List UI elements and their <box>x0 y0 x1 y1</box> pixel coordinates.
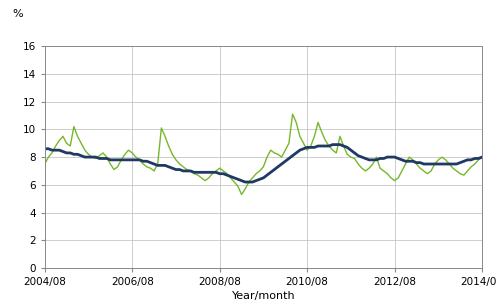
Unemployment rate, trend <box>144 160 150 163</box>
Unemployment rate <box>290 112 296 116</box>
Unemployment rate, trend <box>228 175 234 178</box>
Unemployment rate, trend <box>344 146 350 149</box>
Text: %: % <box>12 9 23 19</box>
Unemployment rate <box>228 176 234 180</box>
Unemployment rate, trend <box>330 143 335 146</box>
Unemployment rate, trend <box>319 144 325 148</box>
Line: Unemployment rate, trend: Unemployment rate, trend <box>45 144 482 182</box>
Unemployment rate <box>85 152 91 156</box>
Unemployment rate <box>144 165 150 168</box>
Unemployment rate, trend <box>42 147 48 151</box>
Unemployment rate <box>42 162 48 166</box>
Unemployment rate, trend <box>479 155 485 159</box>
Unemployment rate <box>344 152 350 156</box>
Unemployment rate, trend <box>85 155 91 159</box>
Unemployment rate <box>457 172 463 176</box>
Unemployment rate <box>323 139 329 142</box>
Unemployment rate, trend <box>457 161 463 164</box>
Unemployment rate <box>479 155 485 159</box>
Unemployment rate, trend <box>242 180 248 184</box>
X-axis label: Year/month: Year/month <box>232 291 295 301</box>
Line: Unemployment rate: Unemployment rate <box>45 114 482 195</box>
Unemployment rate <box>239 193 245 197</box>
